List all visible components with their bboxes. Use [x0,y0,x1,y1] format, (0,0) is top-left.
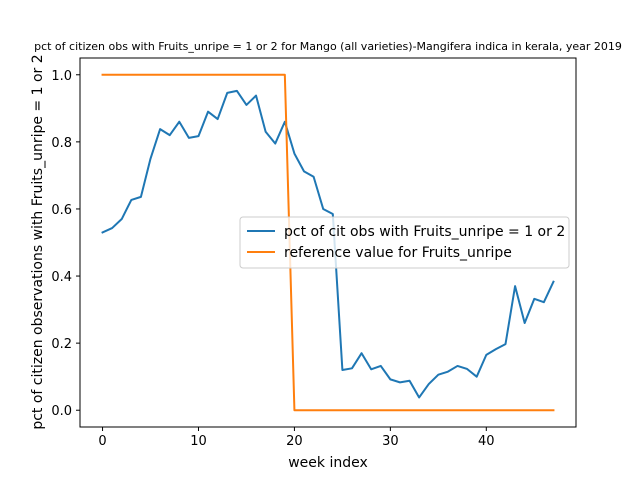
y-tick-label: 0.4 [51,270,72,285]
y-tick-label: 0.0 [51,404,72,419]
legend-box [239,216,570,269]
x-axis: 0 10 20 30 40 [98,427,495,449]
plot-frame [79,57,577,428]
x-tick-label: 10 [190,434,207,449]
x-tick-label: 20 [286,434,303,449]
y-tick-label: 1.0 [51,69,72,84]
legend-label-series-1: pct of cit obs with Fruits_unripe = 1 or… [284,224,565,240]
legend-label-series-2: reference value for Fruits_unripe [284,245,512,261]
y-axis: 0.0 0.2 0.4 0.6 0.8 1.0 [51,69,80,419]
series-line-1 [101,89,555,399]
y-axis-label: pct of citizen observations with Fruits_… [30,54,46,429]
x-axis-label: week index [288,455,368,471]
x-tick-label: 30 [382,434,399,449]
y-tick-label: 0.6 [51,203,72,218]
y-tick-label: 0.8 [51,136,72,151]
chart-title: pct of citizen obs with Fruits_unripe = … [34,40,622,53]
x-tick-label: 0 [98,434,106,449]
legend: pct of cit obs with Fruits_unripe = 1 or… [239,216,570,269]
y-tick-label: 0.2 [51,337,72,352]
x-tick-label: 40 [478,434,495,449]
